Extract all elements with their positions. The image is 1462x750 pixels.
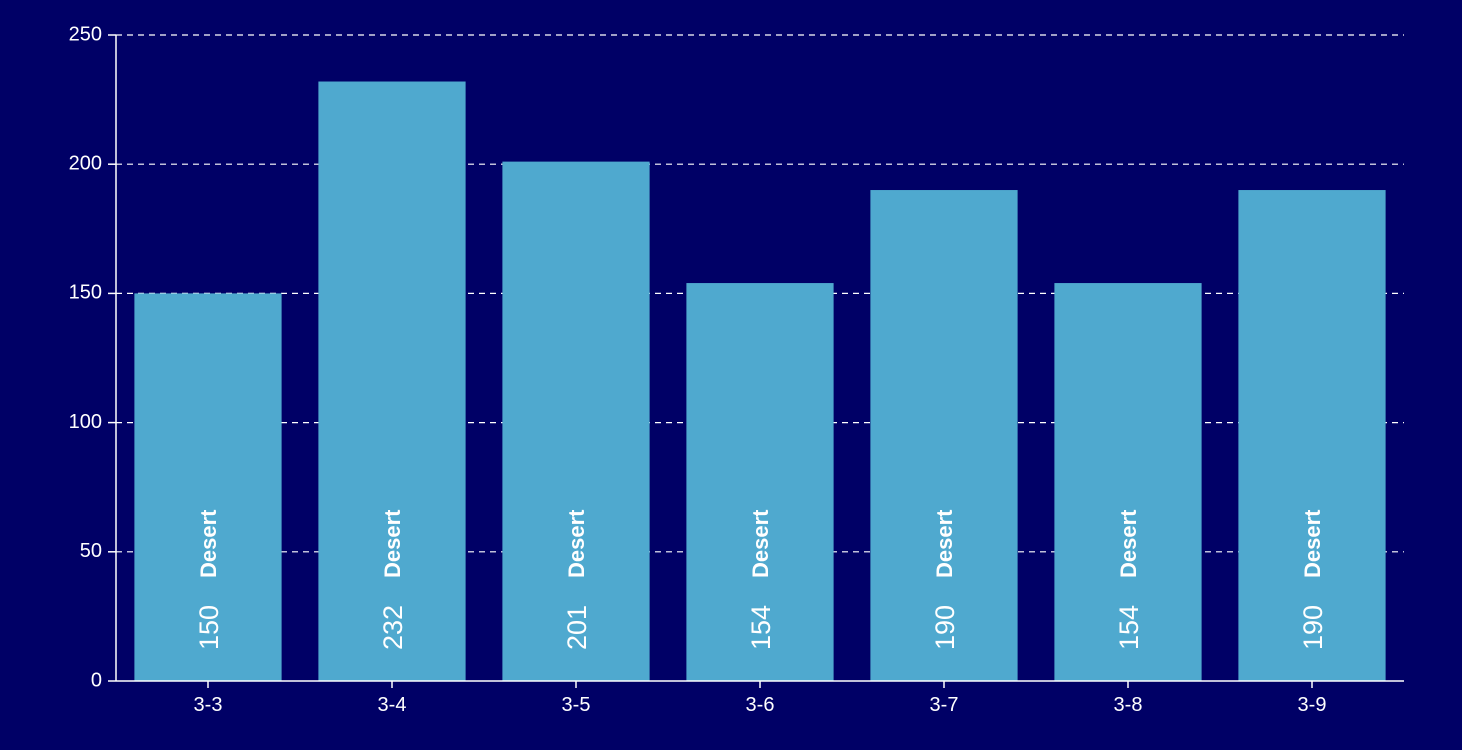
y-tick-label: 150 [69, 282, 102, 304]
x-tick-label: 3-5 [562, 694, 591, 716]
bar [686, 283, 834, 681]
bar-labels: Desert 150 Desert 232 Desert 201 Desert 154 Dese… [194, 509, 1328, 650]
bar [1054, 283, 1202, 681]
y-tick-label: 250 [69, 23, 102, 45]
bar [1238, 190, 1386, 682]
bar [134, 293, 282, 681]
y-tick-label: 0 [91, 669, 102, 691]
bar-series-label: Desert [932, 509, 957, 578]
x-tick-label: 3-4 [378, 694, 407, 716]
bar [870, 190, 1018, 682]
x-tick-label: 3-9 [1298, 694, 1327, 716]
bar-value-label: 190 [930, 605, 960, 650]
x-tick-label: 3-8 [1114, 694, 1143, 716]
bar-value-label: 154 [1114, 605, 1144, 650]
y-tick-label: 200 [69, 152, 102, 174]
bar-value-label: 190 [1298, 605, 1328, 650]
bar-series-label: Desert [748, 509, 773, 578]
y-tick-label: 50 [80, 540, 102, 562]
bar-series-label: Desert [380, 509, 405, 578]
bar-value-label: 154 [746, 605, 776, 650]
bar-value-label: 201 [562, 605, 592, 650]
bar-value-label: 232 [378, 605, 408, 650]
bar-series-label: Desert [1116, 509, 1141, 578]
bar [318, 81, 466, 681]
bar-value-label: 150 [194, 605, 224, 650]
axes: 0 50 100 150 200 250 3-3 3-4 3-5 3-6 3-7 3-8 3-9 [69, 23, 1404, 716]
x-tick-label: 3-3 [194, 694, 223, 716]
x-tick-label: 3-6 [746, 694, 775, 716]
y-tick-label: 100 [69, 411, 102, 433]
x-tick-label: 3-7 [930, 694, 959, 716]
bars [134, 81, 1386, 682]
bar-series-label: Desert [1300, 509, 1325, 578]
bar [502, 161, 650, 682]
bar-series-label: Desert [196, 509, 221, 578]
bar-series-label: Desert [564, 509, 589, 578]
